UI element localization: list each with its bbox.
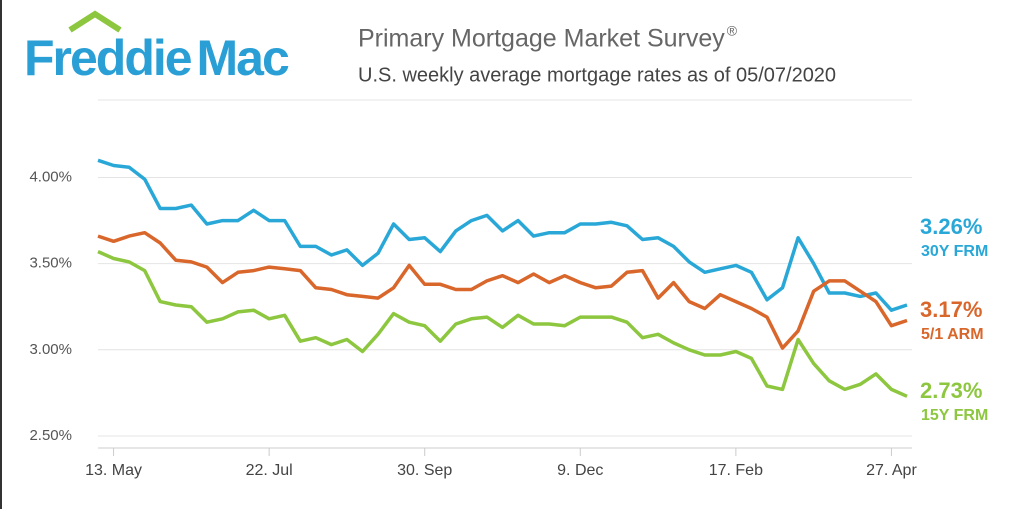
title-mark: ®	[727, 23, 738, 39]
x-tick-label: 27. Apr	[866, 462, 917, 479]
x-tick-label: 13. May	[85, 462, 142, 479]
legend-label: 30Y FRM	[921, 243, 988, 260]
legend-label: 5/1 ARM	[921, 326, 984, 343]
x-tick-label: 22. Jul	[246, 462, 293, 479]
logo: Freddie Mac	[24, 30, 289, 86]
series-line	[97, 230, 908, 350]
legend-label: 15Y FRM	[921, 407, 988, 424]
x-tick-label: 9. Dec	[557, 462, 603, 479]
series-line	[97, 158, 908, 312]
end-value-label: 3.26%	[920, 214, 982, 239]
series-line	[97, 249, 908, 398]
logo-roof	[68, 10, 122, 33]
x-tick-label: 30. Sep	[397, 462, 452, 479]
y-tick-label: 3.50%	[29, 255, 72, 272]
y-tick-label: 2.50%	[29, 427, 72, 444]
chart-title: Primary Mortgage Market Survey	[358, 25, 725, 53]
chart-subtitle: U.S. weekly average mortgage rates as of…	[358, 64, 836, 86]
y-tick-label: 3.00%	[29, 341, 72, 358]
end-value-label: 2.73%	[920, 378, 982, 403]
end-value-label: 3.17%	[920, 297, 982, 322]
x-tick-label: 17. Feb	[709, 462, 763, 479]
y-tick-label: 4.00%	[29, 168, 72, 185]
